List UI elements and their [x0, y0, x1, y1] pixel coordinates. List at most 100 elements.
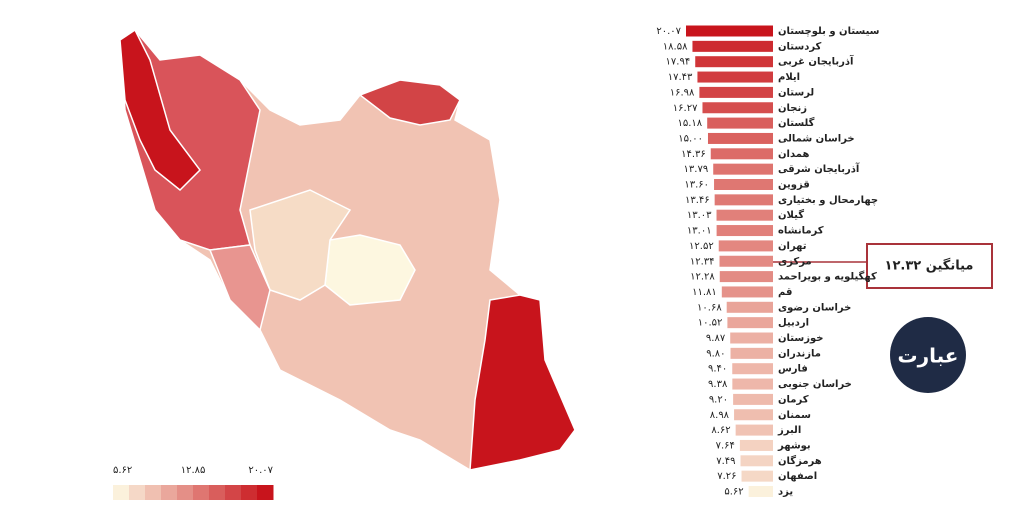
- category-label: گیلان: [778, 208, 804, 221]
- colorbar-label: ۲۰.۰۷: [248, 465, 273, 476]
- bar: [714, 194, 773, 206]
- bar: [702, 102, 773, 114]
- value-label: ۱۳.۰۳: [687, 210, 712, 221]
- colorbar-step: [129, 485, 146, 500]
- map-region: [208, 244, 271, 332]
- bar: [719, 271, 773, 283]
- map-region: [324, 234, 416, 306]
- bar: [748, 486, 773, 497]
- category-label: البرز: [777, 425, 801, 436]
- category-label: چهارمحال و بختیاری: [778, 195, 878, 206]
- bar: [686, 25, 773, 37]
- category-label: یزد: [778, 487, 793, 498]
- category-label: سمنان: [778, 410, 811, 421]
- colorbar-label: ۵.۶۲: [113, 465, 132, 476]
- value-label: ۷.۲۶: [717, 471, 736, 482]
- bar: [713, 163, 773, 175]
- category-label: خراسان جنوبی: [778, 379, 852, 390]
- value-label: ۱۲.۲۸: [690, 272, 715, 283]
- bar: [719, 255, 773, 267]
- category-label: کهگیلویه و بویراحمد: [778, 270, 877, 283]
- category-label: مازندران: [778, 348, 821, 359]
- value-label: ۱۲.۵۲: [689, 241, 714, 252]
- category-label: سیستان و بلوچستان: [778, 26, 880, 37]
- bar: [733, 393, 773, 405]
- bar: [727, 317, 773, 329]
- colorbar-step: [177, 485, 194, 500]
- category-label: لرستان: [778, 87, 814, 98]
- category-label: قزوین: [778, 180, 810, 191]
- category-label: هرمزگان: [778, 454, 822, 467]
- bar: [730, 347, 773, 359]
- colorbar: ۵.۶۲ ۱۲.۸۵ ۲۰.۰۷: [113, 465, 274, 500]
- map-region: [358, 79, 461, 126]
- logo-text: عبارت: [898, 344, 959, 368]
- category-label: فارس: [778, 364, 808, 375]
- colorbar-step: [145, 485, 162, 500]
- value-label: ۱۶.۲۷: [673, 103, 698, 114]
- value-label: ۹.۸۰: [706, 348, 725, 359]
- value-label: ۱۳.۷۹: [684, 164, 709, 175]
- bar: [707, 117, 773, 129]
- colorbar-step: [113, 485, 130, 500]
- value-label: ۱۰.۶۸: [697, 302, 722, 313]
- annotation: میانگین ۱۲.۳۲: [885, 258, 974, 274]
- value-label: ۷.۴۹: [716, 456, 735, 467]
- category-label: زنجان: [778, 103, 807, 114]
- value-label: ۱۵.۰۰: [678, 133, 703, 144]
- category-label: آذربایجان غربی: [778, 55, 854, 68]
- bar: [716, 225, 773, 237]
- bar: [740, 455, 773, 467]
- bar: [716, 209, 773, 221]
- annotation-box: [866, 243, 993, 289]
- map-region: [119, 28, 201, 192]
- map-region: [249, 189, 352, 301]
- value-label: ۱۳.۰۱: [687, 226, 712, 237]
- bar: [695, 56, 773, 68]
- bar: [699, 86, 773, 98]
- value-label: ۲۰.۰۷: [656, 26, 681, 37]
- map-region: [469, 294, 576, 471]
- category-label: اصفهان: [778, 471, 817, 482]
- value-label: ۱۵.۱۸: [678, 118, 703, 129]
- value-label: ۱۷.۴۳: [668, 72, 693, 83]
- bar: [732, 378, 773, 390]
- value-label: ۹.۲۰: [709, 394, 728, 405]
- colorbar-step: [193, 485, 210, 500]
- value-label: ۱۴.۳۶: [681, 149, 706, 160]
- colorbar-step: [257, 485, 274, 500]
- bar: [741, 470, 773, 482]
- bar: [726, 301, 773, 313]
- bar: [730, 332, 773, 344]
- category-label: ایلام: [778, 72, 800, 83]
- value-label: ۱۸.۵۸: [663, 41, 688, 52]
- value-label: ۷.۶۴: [716, 440, 735, 451]
- value-label: ۹.۴۰: [708, 364, 727, 375]
- value-label: ۸.۹۸: [710, 410, 730, 421]
- category-label: خراسان شمالی: [778, 133, 855, 144]
- category-label: قم: [778, 287, 792, 298]
- bar: [697, 71, 773, 83]
- value-label: ۱۶.۹۸: [670, 87, 695, 98]
- bar: [707, 132, 773, 144]
- bar: [739, 439, 773, 451]
- value-label: ۵.۶۲: [724, 487, 743, 498]
- colorbar-step: [225, 485, 242, 500]
- category-label: آذربایجان شرقی: [778, 162, 860, 175]
- category-label: کرمان: [778, 394, 809, 405]
- category-label: همدان: [778, 149, 809, 160]
- bar: [710, 148, 773, 160]
- category-label: اردبیل: [778, 318, 809, 329]
- category-label: تهران: [778, 241, 807, 252]
- value-label: ۱۳.۶۰: [684, 180, 709, 191]
- category-label: خراسان رضوی: [778, 302, 851, 313]
- bar: [692, 40, 773, 52]
- bar: [735, 424, 773, 436]
- category-label: خوزستان: [778, 333, 823, 344]
- category-label: کردستان: [778, 41, 822, 52]
- map: [119, 28, 576, 471]
- bar: [732, 363, 773, 375]
- logo: [890, 317, 966, 393]
- bar: [721, 286, 773, 298]
